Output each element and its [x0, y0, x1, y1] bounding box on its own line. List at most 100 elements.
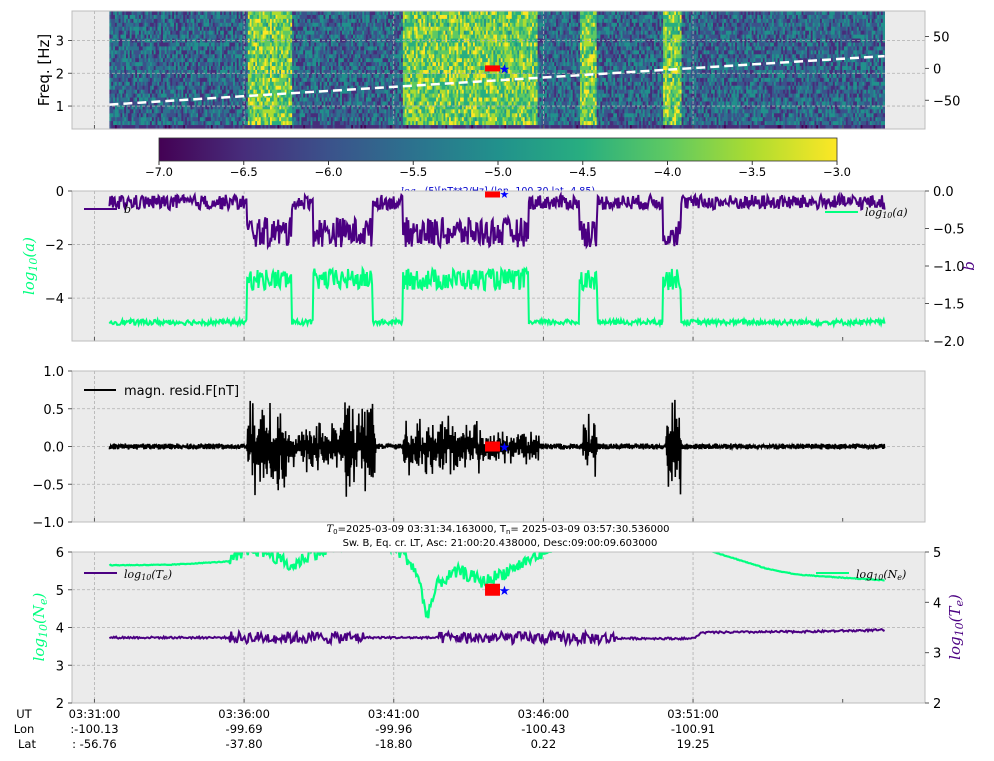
- spectrogram-cell: [196, 105, 199, 110]
- spectrogram-cell: [116, 77, 120, 83]
- spectrogram-cell: [301, 50, 304, 55]
- spectrogram-cell: [120, 109, 123, 114]
- spectrogram-cell: [210, 77, 214, 83]
- spectrogram-cell: [164, 117, 168, 122]
- spectrogram-cell: [170, 42, 173, 47]
- spectrogram-cell: [288, 105, 291, 110]
- spectrogram-cell: [116, 18, 120, 24]
- spectrogram-cell: [290, 121, 293, 126]
- spectrogram-cell: [148, 81, 151, 87]
- spectrogram-cell: [166, 30, 169, 35]
- spectrogram-cell: [271, 70, 275, 75]
- spectrogram-cell: [127, 97, 131, 102]
- spectrogram-cell: [177, 26, 180, 32]
- spectrogram-cell: [234, 125, 238, 130]
- spectrogram-cell: [227, 85, 230, 91]
- spectrogram-cell: [137, 42, 140, 47]
- spectrogram-cell: [151, 77, 155, 83]
- spectrogram-cell: [240, 85, 243, 91]
- spectrogram-cell: [174, 14, 177, 20]
- spectrogram-cell: [317, 85, 321, 91]
- spectrogram-cell: [131, 34, 134, 39]
- spectrogram-cell: [271, 26, 275, 32]
- spectrogram-cell: [183, 54, 186, 59]
- spectrogram-cell: [275, 22, 278, 28]
- spectrogram-cell: [196, 70, 199, 75]
- spectrogram-cell: [159, 93, 162, 98]
- spectrogram-cell: [124, 58, 127, 63]
- spectrogram-cell: [258, 30, 262, 35]
- spectrogram-cell: [245, 54, 249, 59]
- spectrogram-cell: [312, 70, 315, 75]
- spectrogram-cell: [227, 22, 230, 28]
- spectrogram-cell: [203, 117, 206, 122]
- spectrogram-cell: [220, 46, 223, 51]
- spectrogram-cell: [129, 26, 132, 32]
- spectrogram-cell: [234, 81, 238, 87]
- spectrogram-cell: [251, 54, 254, 59]
- spectrogram-cell: [257, 54, 260, 59]
- spectrogram-cell: [260, 34, 264, 39]
- spectrogram-cell: [113, 58, 116, 63]
- spectrogram-cell: [293, 125, 297, 130]
- spectrogram-cell: [305, 85, 308, 91]
- spectrogram-cell: [203, 30, 206, 35]
- spectrogram-cell: [198, 93, 201, 98]
- spectrogram-cell: [303, 42, 306, 47]
- spectrogram-cell: [236, 101, 240, 106]
- spectrogram-cell: [242, 46, 245, 51]
- spectrogram-cell: [127, 22, 131, 28]
- spectrogram-cell: [185, 81, 188, 87]
- spectrogram-cell: [234, 50, 238, 55]
- spectrogram-cell: [299, 81, 302, 87]
- spectrogram-cell: [122, 14, 125, 20]
- spectrogram-cell: [126, 34, 129, 39]
- spectrogram-cell: [268, 125, 271, 130]
- spectrogram-cell: [116, 109, 120, 114]
- spectrogram-cell: [194, 101, 197, 106]
- spectrogram-cell: [242, 125, 245, 130]
- spectrogram-cell: [114, 113, 118, 118]
- spectrogram-cell: [301, 93, 304, 98]
- spectrogram-cell: [314, 18, 317, 24]
- spectrogram-cell: [275, 101, 278, 106]
- spectrogram-cell: [113, 14, 116, 20]
- spectrogram-cell: [264, 70, 267, 75]
- spectrogram-cell: [199, 46, 203, 51]
- spectrogram-cell: [194, 70, 197, 75]
- spectrogram-cell: [282, 81, 286, 87]
- spectrogram-cell: [303, 113, 306, 118]
- spectrogram-cell: [277, 18, 280, 24]
- spectrogram-cell: [212, 85, 216, 91]
- spectrogram-cell: [162, 93, 166, 98]
- spectrogram-cell: [222, 30, 225, 35]
- spectrogram-cell: [114, 50, 118, 55]
- spectrogram-cell: [290, 97, 293, 102]
- spectrogram-cell: [166, 73, 169, 79]
- spectrogram-cell: [133, 97, 136, 102]
- spectrogram-cell: [122, 70, 125, 75]
- spectrogram-cell: [174, 109, 177, 114]
- spectrogram-cell: [205, 38, 208, 43]
- spectrogram-cell: [281, 117, 284, 122]
- spectrogram-cell: [299, 38, 302, 43]
- spectrogram-cell: [312, 54, 315, 59]
- spectrogram-cell: [129, 58, 132, 63]
- spectrogram-cell: [257, 22, 260, 28]
- spectrogram-cell: [271, 14, 275, 20]
- spectrogram-cell: [137, 81, 140, 87]
- spectrogram-cell: [127, 11, 131, 16]
- spectrogram-cell: [177, 117, 180, 122]
- spectrogram-cell: [290, 46, 293, 51]
- spectrogram-cell: [277, 50, 280, 55]
- spectrogram-cell: [111, 113, 114, 118]
- spectrogram-cell: [138, 46, 142, 51]
- spectrogram-cell: [126, 97, 129, 102]
- spectrogram-cell: [266, 73, 269, 79]
- spectrogram-cell: [198, 18, 201, 24]
- spectrogram-cell: [216, 77, 219, 83]
- spectrogram-cell: [295, 62, 299, 67]
- spectrogram-cell: [172, 54, 175, 59]
- spectrogram-cell: [266, 11, 269, 16]
- spectrogram-cell: [138, 73, 142, 79]
